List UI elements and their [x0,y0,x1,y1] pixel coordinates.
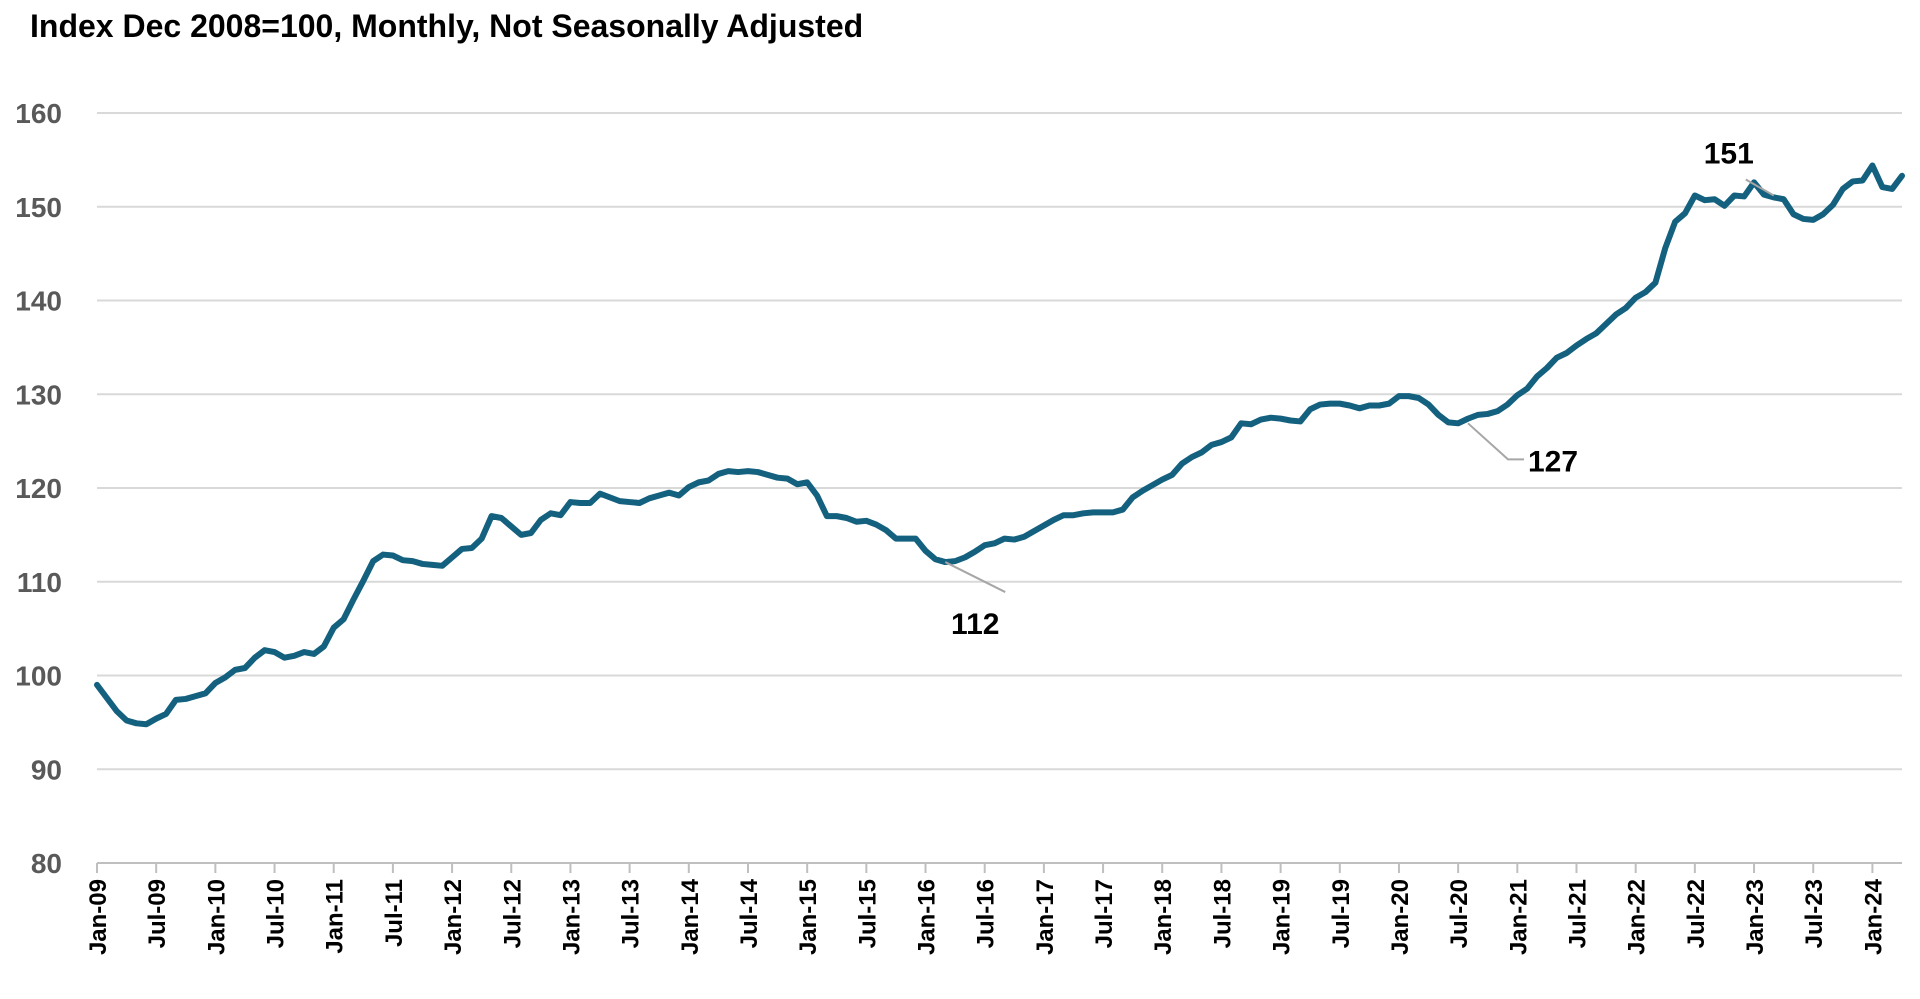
x-tick-label: Jan-17 [1032,879,1059,955]
x-tick-label: Jan-24 [1860,878,1887,955]
x-tick-label: Jul-22 [1683,879,1710,948]
x-tick-label: Jan-21 [1505,879,1532,955]
x-tick-label: Jan-12 [440,879,467,955]
x-axis-labels: Jan-09 Jul-09 Jan-10 Jul-10 Jan-11 Jul-11 Jan-… [85,878,1887,955]
x-tick-label: Jul-10 [263,879,290,948]
x-tick-label: Jul-21 [1565,879,1592,948]
annotation-label: 112 [951,608,999,641]
y-tick-label: 150 [15,192,62,223]
x-tick-label: Jan-19 [1269,879,1296,955]
x-tick-label: Jan-15 [795,879,822,955]
x-tick-label: Jul-19 [1328,879,1355,948]
annotation-leader [1745,178,1775,197]
x-tick-label: Jul-17 [1091,879,1118,948]
annotation-label: 127 [1528,445,1578,478]
x-tick-label: Jan-14 [677,878,704,955]
y-tick-label: 80 [31,848,62,879]
x-tick-label: Jan-11 [322,879,349,954]
x-tick-label: Jul-23 [1801,879,1828,948]
series [94,162,1905,728]
annotation-leader [1467,422,1525,461]
y-tick-label: 120 [15,473,62,504]
gridlines [97,112,1902,771]
x-tick-label: Jan-22 [1624,879,1651,955]
y-tick-label: 160 [15,98,62,129]
x-tick-label: Jan-16 [914,879,941,955]
series-line [94,162,1905,728]
y-axis-labels: 80 90 100 110 120 130 140 150 160 [15,98,62,879]
x-tick-label: Jul-11 [381,879,408,947]
y-tick-label: 140 [15,286,62,317]
x-tick-label: Jul-13 [618,879,645,948]
y-tick-label: 130 [15,379,62,410]
chart-title: Index Dec 2008=100, Monthly, Not Seasona… [30,8,864,44]
annotations: 112127151153 [944,138,1775,641]
x-tick-label: Jan-18 [1150,879,1177,955]
y-tick-label: 90 [31,754,62,785]
x-axis [96,862,1902,873]
x-tick-label: Jan-20 [1387,879,1414,955]
y-tick-label: 100 [15,661,62,692]
x-tick-label: Jul-18 [1209,879,1236,948]
x-tick-label: Jul-14 [736,878,763,948]
x-tick-label: Jan-13 [558,879,585,955]
annotation-label: 151 [1704,138,1754,171]
x-tick-label: Jul-16 [973,879,1000,948]
x-tick-label: Jan-23 [1742,879,1769,955]
annotation-leader [944,561,1006,593]
x-tick-label: Jul-09 [144,879,171,948]
x-tick-label: Jul-12 [499,879,526,948]
y-tick-label: 110 [17,567,62,598]
x-tick-label: Jul-20 [1446,879,1473,948]
x-tick-label: Jan-10 [203,879,230,955]
x-tick-label: Jul-15 [854,879,881,948]
x-tick-label: Jan-09 [85,879,112,955]
